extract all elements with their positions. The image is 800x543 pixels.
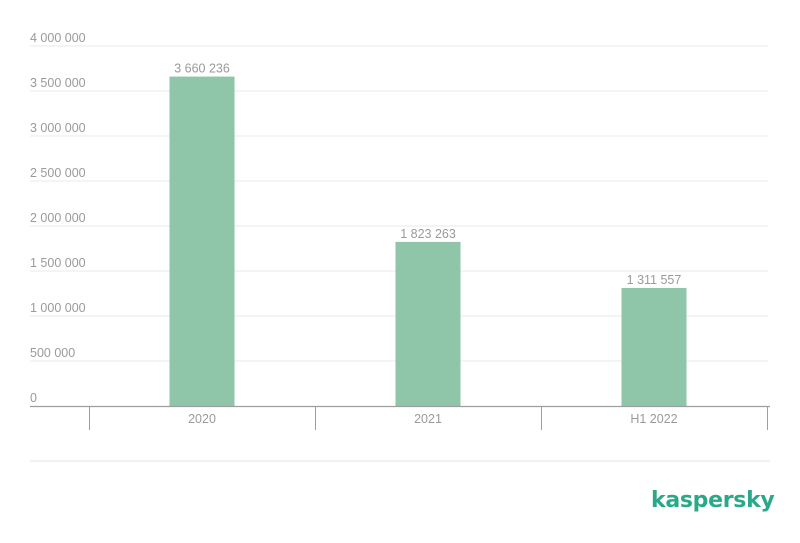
bar — [621, 287, 687, 406]
y-tick-label: 3 500 000 — [30, 76, 86, 90]
y-tick-label: 2 500 000 — [30, 166, 86, 180]
data-label: 1 823 263 — [400, 227, 456, 241]
data-labels: 3 660 236 1 823 263 1 311 557 — [174, 62, 681, 287]
y-tick-label: 1 500 000 — [30, 256, 86, 270]
y-tick-label: 4 000 000 — [30, 31, 86, 45]
y-tick-label: 1 000 000 — [30, 301, 86, 315]
y-axis-tick-labels: 0 500 000 1 000 000 1 500 000 2 000 000 2 500… — [30, 31, 86, 405]
data-label: 1 311 557 — [627, 273, 682, 287]
kaspersky-logo: kaspersky — [651, 488, 775, 513]
x-category-label: 2021 — [414, 412, 442, 426]
y-tick-label: 3 000 000 — [30, 121, 86, 135]
y-tick-label: 500 000 — [30, 346, 75, 360]
y-tick-label: 2 000 000 — [30, 211, 86, 225]
bar — [169, 76, 235, 406]
x-axis — [30, 405, 770, 430]
data-label: 3 660 236 — [174, 62, 230, 76]
bars — [169, 76, 687, 406]
x-category-label: 2020 — [188, 412, 216, 426]
x-axis-category-labels: 2020 2021 H1 2022 — [188, 412, 678, 426]
bar — [395, 241, 461, 406]
x-category-label: H1 2022 — [630, 412, 677, 426]
y-tick-label: 0 — [30, 391, 37, 405]
